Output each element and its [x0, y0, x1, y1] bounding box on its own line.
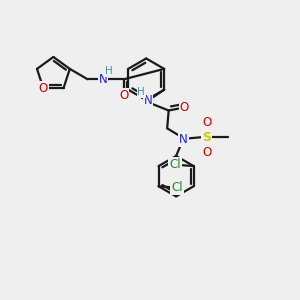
Text: O: O: [203, 116, 212, 129]
Text: S: S: [202, 131, 211, 144]
Text: O: O: [179, 101, 189, 114]
Text: Cl: Cl: [169, 158, 181, 171]
Text: H: H: [105, 66, 112, 76]
Text: N: N: [179, 133, 188, 146]
Text: O: O: [119, 89, 128, 102]
Text: N: N: [99, 73, 107, 86]
Text: O: O: [39, 82, 48, 95]
Text: H: H: [137, 87, 145, 97]
Text: Cl: Cl: [171, 181, 183, 194]
Text: O: O: [203, 146, 212, 159]
Text: N: N: [143, 94, 152, 106]
